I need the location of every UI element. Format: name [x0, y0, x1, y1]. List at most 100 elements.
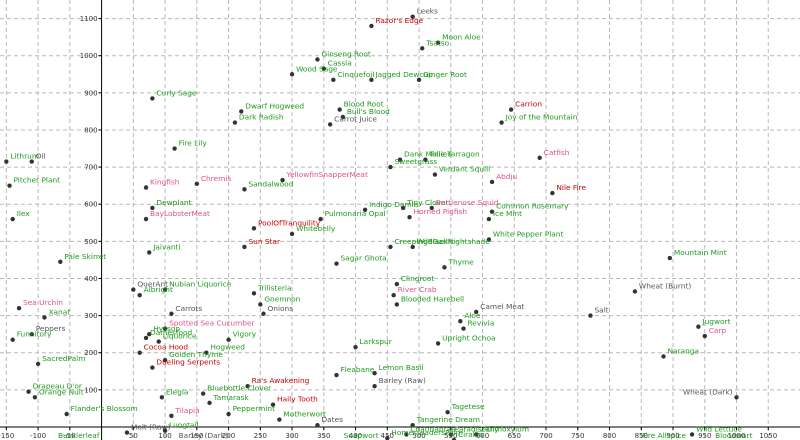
- point-label: Xanat: [48, 307, 70, 316]
- point-label: Carrots: [175, 304, 202, 313]
- point-label: Golden Thyme: [169, 350, 223, 359]
- point-label: Oil: [36, 152, 46, 161]
- x-tick-label: -100: [30, 432, 46, 440]
- data-point: [362, 207, 368, 212]
- point-label: Barley (Dark): [179, 431, 228, 440]
- point-label: Gnemnon: [264, 294, 300, 303]
- point-label: Indigo Damia: [369, 200, 418, 209]
- data-point: [410, 14, 415, 19]
- x-tick-label: 200: [222, 432, 235, 440]
- data-point: [7, 183, 12, 188]
- data-point: [162, 287, 168, 292]
- point-label: Dates: [321, 415, 343, 424]
- data-point: [420, 46, 425, 51]
- data-point: [251, 226, 257, 231]
- data-point: [385, 435, 390, 440]
- point-label: Tangerine Dream: [416, 415, 480, 424]
- data-point: [394, 302, 400, 307]
- data-point: [473, 432, 479, 437]
- point-label: Carrot Juice: [334, 114, 377, 123]
- x-tick-label: 500: [412, 432, 425, 440]
- point-label: Fire Allspice: [642, 431, 686, 440]
- data-point: [26, 389, 31, 394]
- point-label: Sandalwood: [248, 179, 293, 188]
- point-label: BayLobsterMeat: [150, 209, 210, 218]
- point-label: Leeks: [417, 7, 438, 16]
- point-label: Soapwort: [344, 431, 379, 440]
- point-label: Lungtail: [169, 421, 199, 430]
- data-point: [162, 428, 168, 433]
- point-label: Chatinabrae: [410, 424, 456, 433]
- data-point: [442, 265, 447, 270]
- point-label: Common Rosemary: [496, 202, 569, 211]
- point-label: Ginseng Root: [321, 49, 370, 58]
- point-label: Trilisteria: [257, 283, 292, 292]
- data-point: [315, 57, 320, 62]
- point-label: Thyme: [447, 257, 474, 266]
- data-point: [550, 190, 555, 196]
- point-label: Carp: [709, 326, 727, 335]
- x-tick-label: 900: [666, 432, 679, 440]
- data-point: [391, 292, 396, 298]
- data-point: [667, 255, 673, 261]
- point-label: Motherwort: [283, 410, 326, 419]
- point-label: Jaivanti: [152, 242, 180, 251]
- x-tick-label: 50: [129, 432, 138, 440]
- point-label: Liquorice: [163, 332, 197, 341]
- data-point: [242, 244, 247, 250]
- data-point: [10, 216, 15, 222]
- point-label: Lemon Basil: [379, 363, 424, 372]
- point-label: Revivia: [467, 319, 494, 328]
- point-label: CreepingBlackNightshade: [394, 237, 490, 246]
- point-label: Dueling Serpents: [156, 358, 220, 367]
- point-label: Pitcher Plant: [14, 176, 61, 185]
- data-point: [416, 77, 422, 83]
- x-tick-label: 100: [158, 432, 171, 440]
- point-label: QuerAnt: [137, 280, 168, 289]
- point-label: Blood Root: [344, 100, 384, 109]
- data-point: [337, 107, 342, 112]
- data-point: [407, 215, 412, 220]
- x-tick-label: 250: [254, 432, 267, 440]
- point-label: Bull's Blood: [347, 107, 390, 116]
- point-label: White Pepper Plant: [493, 229, 564, 238]
- x-tick-label: 400: [349, 432, 362, 440]
- data-point: [489, 209, 495, 214]
- data-point: [137, 350, 142, 355]
- data-point: [410, 422, 415, 428]
- point-label: Mountain Mint: [674, 248, 727, 257]
- point-label: Camel Meat: [480, 302, 524, 311]
- data-point: [410, 244, 415, 250]
- point-label: Peppermint: [233, 404, 276, 413]
- point-label: Dark Radish: [239, 113, 284, 122]
- data-point: [64, 411, 69, 417]
- point-label: Orange Nuit: [39, 387, 84, 396]
- data-point: [162, 357, 168, 363]
- point-label: ParadiseLily: [455, 424, 500, 433]
- point-label: Bloodwort: [715, 431, 752, 440]
- y-tick-label: 900: [84, 89, 97, 97]
- data-point: [280, 177, 285, 183]
- data-point: [486, 237, 492, 242]
- point-label: Upright Ochoa: [442, 333, 495, 342]
- data-point: [397, 157, 403, 162]
- point-label: Bluebottle Clover: [207, 384, 272, 393]
- y-tick-label: 500: [84, 238, 97, 246]
- data-point: [16, 305, 22, 311]
- data-point: [169, 311, 174, 316]
- data-point: [172, 146, 177, 151]
- x-tick-label: 950: [698, 432, 711, 440]
- data-point: [353, 344, 358, 350]
- point-label: Hyssop: [153, 324, 180, 333]
- data-point: [340, 114, 346, 120]
- data-point: [32, 395, 38, 400]
- data-point: [334, 261, 339, 266]
- data-point: [239, 109, 244, 114]
- data-point: [204, 350, 209, 355]
- point-label: Malt (Raw): [131, 423, 171, 432]
- point-label: Pale Skirret: [64, 252, 106, 261]
- data-point: [394, 281, 400, 287]
- point-label: Larkspur: [360, 337, 393, 346]
- point-label: Spotted Sea Cucumber: [169, 319, 255, 328]
